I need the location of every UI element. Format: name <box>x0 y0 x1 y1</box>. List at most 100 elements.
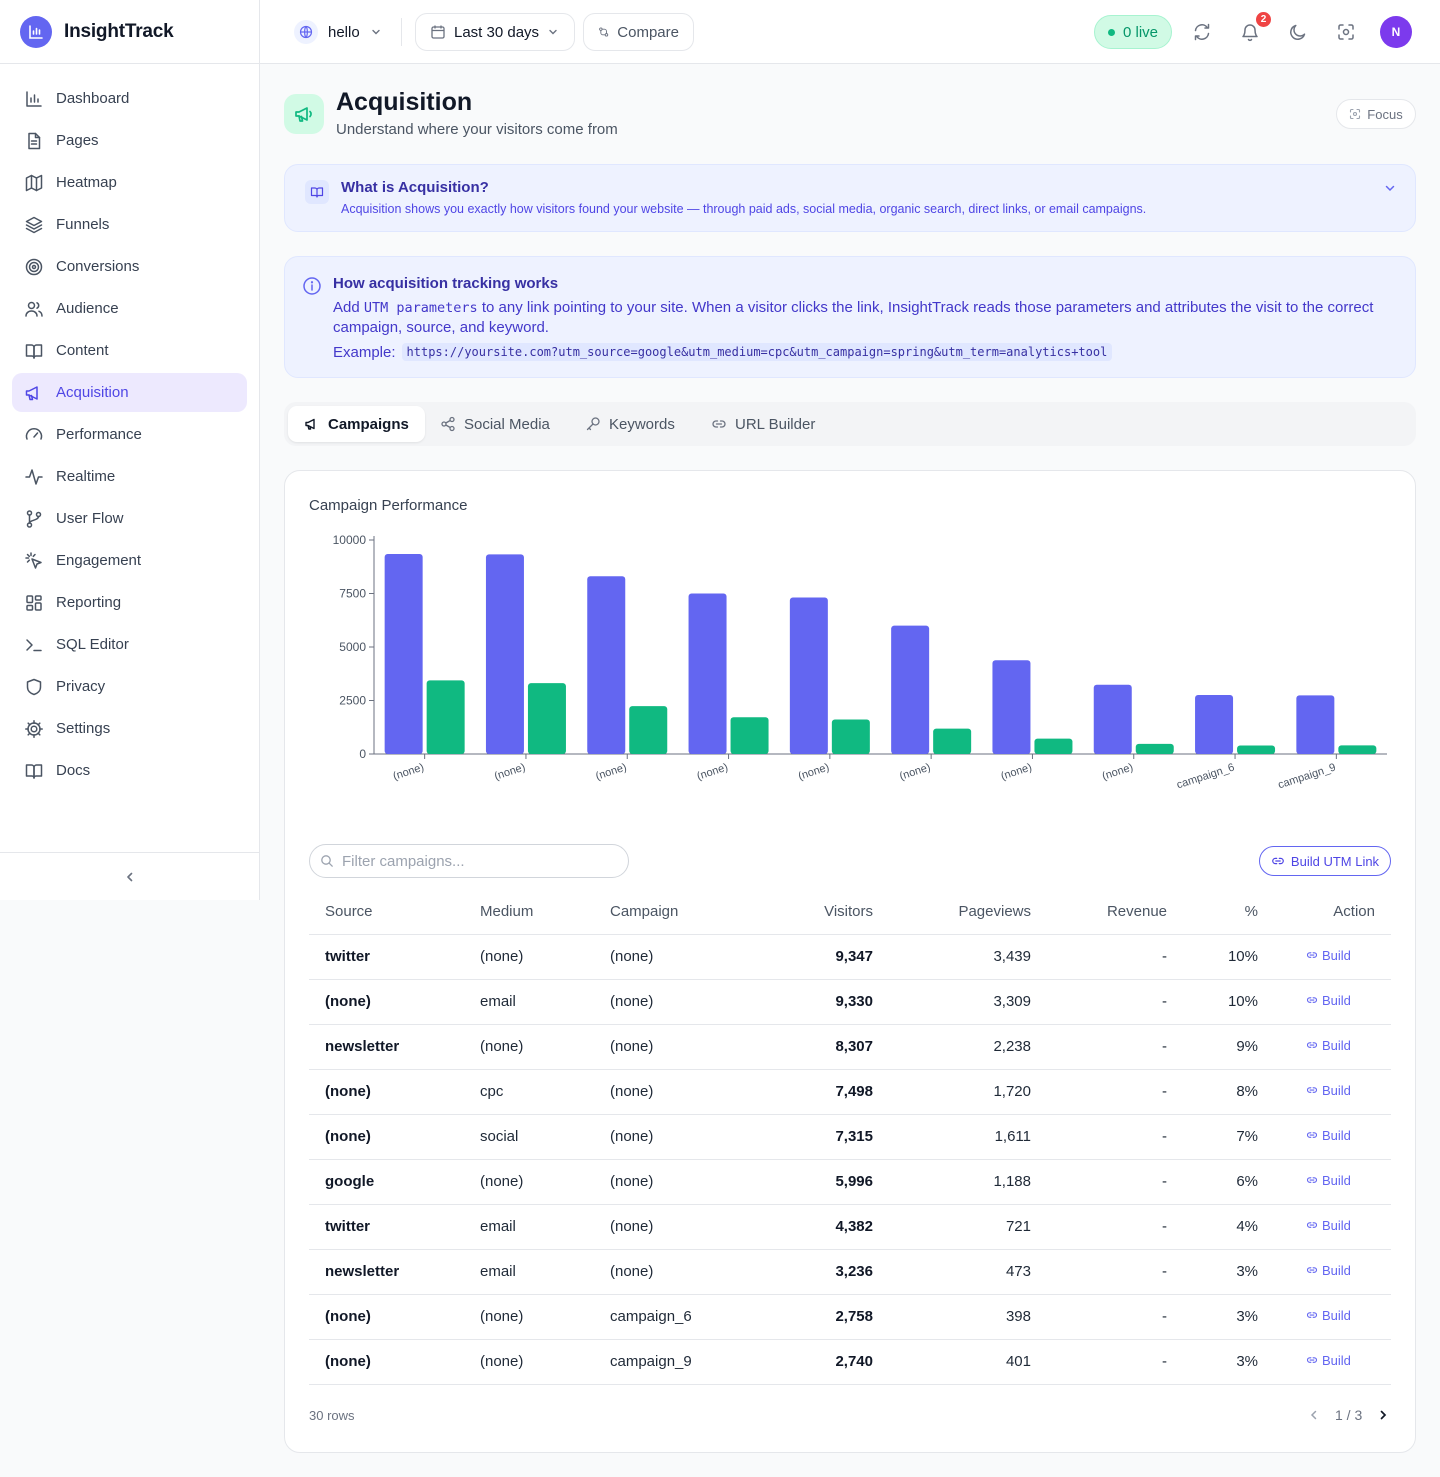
column-header-source[interactable]: Source <box>309 889 464 935</box>
brand[interactable]: InsightTrack <box>0 0 259 64</box>
cell-pageviews: 2,238 <box>889 1024 1047 1070</box>
build-link-button[interactable]: Build <box>1306 1038 1351 1053</box>
moon-icon[interactable] <box>1286 20 1310 44</box>
table-row[interactable]: (none) (none) campaign_6 2,758 398-3% Build <box>309 1294 1391 1340</box>
refresh-icon[interactable] <box>1190 20 1214 44</box>
build-link-button[interactable]: Build <box>1306 993 1351 1008</box>
live-visitors-badge[interactable]: 0 live <box>1094 15 1172 49</box>
table-row[interactable]: (none) email (none) 9,330 3,309-10% Build <box>309 979 1391 1025</box>
bar-chart-icon <box>26 90 42 107</box>
build-link-button[interactable]: Build <box>1306 1353 1351 1368</box>
tab-url-builder[interactable]: URL Builder <box>695 406 831 442</box>
column-header-medium[interactable]: Medium <box>464 889 594 935</box>
cell-source: twitter <box>309 1204 464 1250</box>
date-range-button[interactable]: Last 30 days <box>415 13 575 51</box>
x-tick-label: (none) <box>898 761 932 782</box>
sidebar-item-label: Funnels <box>56 216 110 233</box>
site-selector[interactable]: hello <box>294 20 382 44</box>
build-link-button[interactable]: Build <box>1306 1263 1351 1278</box>
compare-button[interactable]: Compare <box>583 13 694 51</box>
collapse-sidebar-button[interactable] <box>0 852 259 900</box>
table-body: twitter (none) (none) 9,347 3,439-10% Build (n… <box>309 934 1391 1385</box>
focus-button[interactable]: Focus <box>1336 99 1416 129</box>
table-row[interactable]: twitter email (none) 4,382 721-4% Build <box>309 1204 1391 1250</box>
info-icon <box>301 275 323 297</box>
column-header-revenue[interactable]: Revenue <box>1047 889 1183 935</box>
table-row[interactable]: google (none) (none) 5,996 1,188-6% Build <box>309 1159 1391 1205</box>
bell-icon[interactable] <box>1238 20 1262 44</box>
table-row[interactable]: (none) social (none) 7,315 1,611-7% Build <box>309 1114 1391 1160</box>
focus-scan-icon[interactable] <box>1334 20 1358 44</box>
table-row[interactable]: (none) cpc (none) 7,498 1,720-8% Build <box>309 1069 1391 1115</box>
cell-medium: email <box>464 979 594 1025</box>
row-count: 30 rows <box>309 1408 355 1423</box>
sidebar-item-audience[interactable]: Audience <box>12 289 247 328</box>
sidebar-item-acquisition[interactable]: Acquisition <box>12 373 247 412</box>
cell-action[interactable]: Build <box>1274 1069 1391 1115</box>
chevron-right-icon[interactable] <box>1376 1408 1390 1422</box>
what-is-title: What is Acquisition? <box>341 179 489 196</box>
sidebar-item-reporting[interactable]: Reporting <box>12 583 247 622</box>
gear-icon <box>25 719 43 738</box>
sidebar-item-content[interactable]: Content <box>12 331 247 370</box>
cell-action[interactable]: Build <box>1274 1339 1391 1385</box>
sidebar-item-docs[interactable]: Docs <box>12 751 247 790</box>
table-row[interactable]: newsletter email (none) 3,236 473-3% Build <box>309 1249 1391 1295</box>
column-header-pageviews[interactable]: Pageviews <box>889 889 1047 935</box>
sidebar-item-pages[interactable]: Pages <box>12 121 247 160</box>
cell-action[interactable]: Build <box>1274 1114 1391 1160</box>
column-header-campaign[interactable]: Campaign <box>594 889 749 935</box>
table-row[interactable]: (none) (none) campaign_9 2,740 401-3% Build <box>309 1339 1391 1385</box>
filter-campaigns-input[interactable] <box>342 852 612 870</box>
sidebar-item-funnels[interactable]: Funnels <box>12 205 247 244</box>
x-tick-label: (none) <box>493 761 527 782</box>
cell-action[interactable]: Build <box>1274 1159 1391 1205</box>
chevron-down-icon[interactable] <box>1383 181 1397 195</box>
build-link-button[interactable]: Build <box>1306 1173 1351 1188</box>
sidebar-item-realtime[interactable]: Realtime <box>12 457 247 496</box>
column-header-percent[interactable]: % <box>1183 889 1274 935</box>
chevron-down-icon <box>549 29 557 35</box>
tab-keywords[interactable]: Keywords <box>569 406 691 442</box>
sidebar-item-dashboard[interactable]: Dashboard <box>12 79 247 118</box>
cell-action[interactable]: Build <box>1274 979 1391 1025</box>
what-is-acquisition-panel[interactable]: What is Acquisition? Acquisition shows y… <box>284 164 1416 232</box>
build-label: Build <box>1322 1172 1351 1188</box>
build-label: Build <box>1322 1262 1351 1278</box>
column-header-visitors[interactable]: Visitors <box>749 889 889 935</box>
tab-label: URL Builder <box>735 415 816 433</box>
sidebar-item-sql-editor[interactable]: SQL Editor <box>12 625 247 664</box>
build-link-button[interactable]: Build <box>1306 1128 1351 1143</box>
sidebar-item-settings[interactable]: Settings <box>12 709 247 748</box>
tab-campaigns[interactable]: Campaigns <box>288 406 425 442</box>
cell-action[interactable]: Build <box>1274 1249 1391 1295</box>
chevron-left-icon[interactable] <box>1307 1408 1321 1422</box>
build-link-button[interactable]: Build <box>1306 1083 1351 1098</box>
cell-source: (none) <box>309 1294 464 1340</box>
table-row[interactable]: twitter (none) (none) 9,347 3,439-10% Build <box>309 934 1391 980</box>
build-utm-link-button[interactable]: Build UTM Link <box>1259 846 1391 876</box>
cell-action[interactable]: Build <box>1274 1294 1391 1340</box>
table-row[interactable]: newsletter (none) (none) 8,307 2,238-9% Build <box>309 1024 1391 1070</box>
sidebar-item-privacy[interactable]: Privacy <box>12 667 247 706</box>
sidebar-item-user-flow[interactable]: User Flow <box>12 499 247 538</box>
build-link-button[interactable]: Build <box>1306 1308 1351 1323</box>
sidebar-item-engagement[interactable]: Engagement <box>12 541 247 580</box>
filter-campaigns-field[interactable] <box>309 844 629 878</box>
cell-action[interactable]: Build <box>1274 1204 1391 1250</box>
sidebar-item-performance[interactable]: Performance <box>12 415 247 454</box>
cell-action[interactable]: Build <box>1274 1024 1391 1070</box>
x-tick-label: (none) <box>797 761 831 782</box>
cell-action[interactable]: Build <box>1274 934 1391 980</box>
sidebar-item-heatmap[interactable]: Heatmap <box>12 163 247 202</box>
activity-icon <box>25 468 43 485</box>
megaphone-icon <box>25 385 38 400</box>
bar-visitors <box>587 576 626 754</box>
cell-campaign: (none) <box>594 934 749 980</box>
tab-social-media[interactable]: Social Media <box>424 406 566 442</box>
campaigns-table: Source Medium Campaign Visitors Pageview… <box>309 889 1391 1385</box>
build-link-button[interactable]: Build <box>1306 948 1351 963</box>
avatar[interactable]: N <box>1380 16 1412 48</box>
build-link-button[interactable]: Build <box>1306 1218 1351 1233</box>
sidebar-item-conversions[interactable]: Conversions <box>12 247 247 286</box>
